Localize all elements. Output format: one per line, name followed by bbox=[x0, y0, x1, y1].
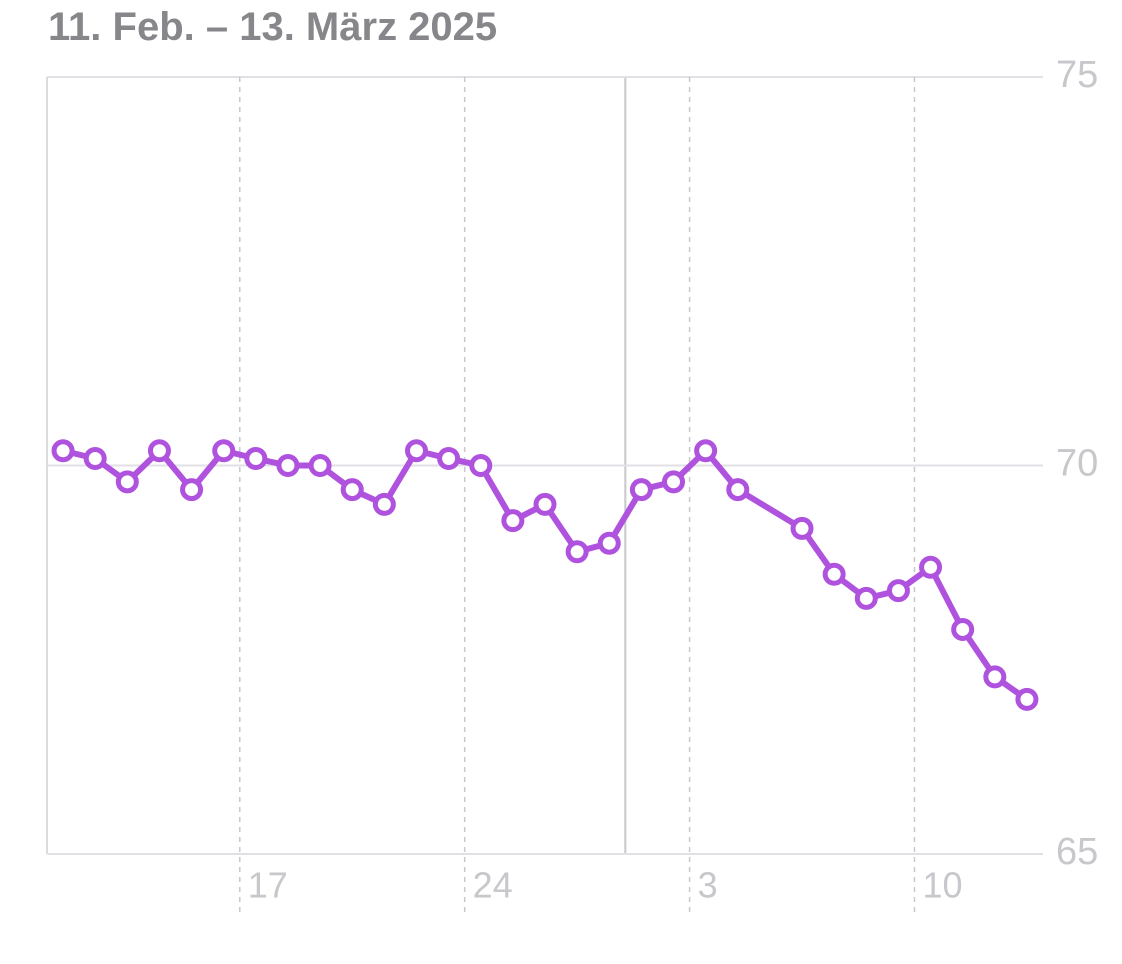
y-tick-label: 65 bbox=[1056, 831, 1098, 873]
data-point bbox=[854, 586, 878, 610]
data-point bbox=[565, 540, 589, 564]
data-point bbox=[147, 439, 171, 463]
x-tick-label: 3 bbox=[698, 865, 718, 906]
data-point bbox=[469, 454, 493, 477]
data-point bbox=[51, 439, 75, 463]
y-tick-label: 70 bbox=[1056, 443, 1098, 485]
data-point bbox=[919, 555, 943, 579]
y-tick-label: 75 bbox=[1056, 54, 1098, 96]
data-point bbox=[340, 478, 364, 502]
data-point bbox=[276, 454, 300, 477]
data-point bbox=[694, 439, 718, 463]
data-point bbox=[662, 470, 686, 494]
data-point bbox=[822, 562, 846, 586]
data-point bbox=[886, 579, 910, 603]
x-tick-label: 17 bbox=[248, 865, 288, 906]
data-point bbox=[115, 470, 139, 494]
data-point bbox=[244, 447, 268, 471]
data-point bbox=[437, 447, 461, 471]
data-point bbox=[372, 492, 396, 516]
line-segment bbox=[927, 564, 966, 633]
data-point bbox=[597, 531, 621, 555]
data-point bbox=[308, 454, 332, 477]
data-point bbox=[1015, 687, 1039, 711]
data-point bbox=[83, 447, 107, 471]
data-point bbox=[726, 478, 750, 502]
chart-title: 11. Feb. – 13. März 2025 bbox=[48, 5, 497, 49]
x-tick-label: 10 bbox=[922, 865, 962, 906]
x-tick-label: 24 bbox=[473, 865, 513, 906]
data-point bbox=[951, 617, 975, 641]
line-segment bbox=[734, 486, 806, 532]
data-point bbox=[212, 439, 236, 463]
data-point bbox=[983, 665, 1007, 689]
data-point bbox=[501, 509, 525, 533]
data-point bbox=[404, 439, 428, 463]
data-point bbox=[533, 492, 557, 516]
data-point bbox=[629, 478, 653, 502]
data-point bbox=[180, 478, 204, 502]
data-point bbox=[790, 516, 814, 540]
